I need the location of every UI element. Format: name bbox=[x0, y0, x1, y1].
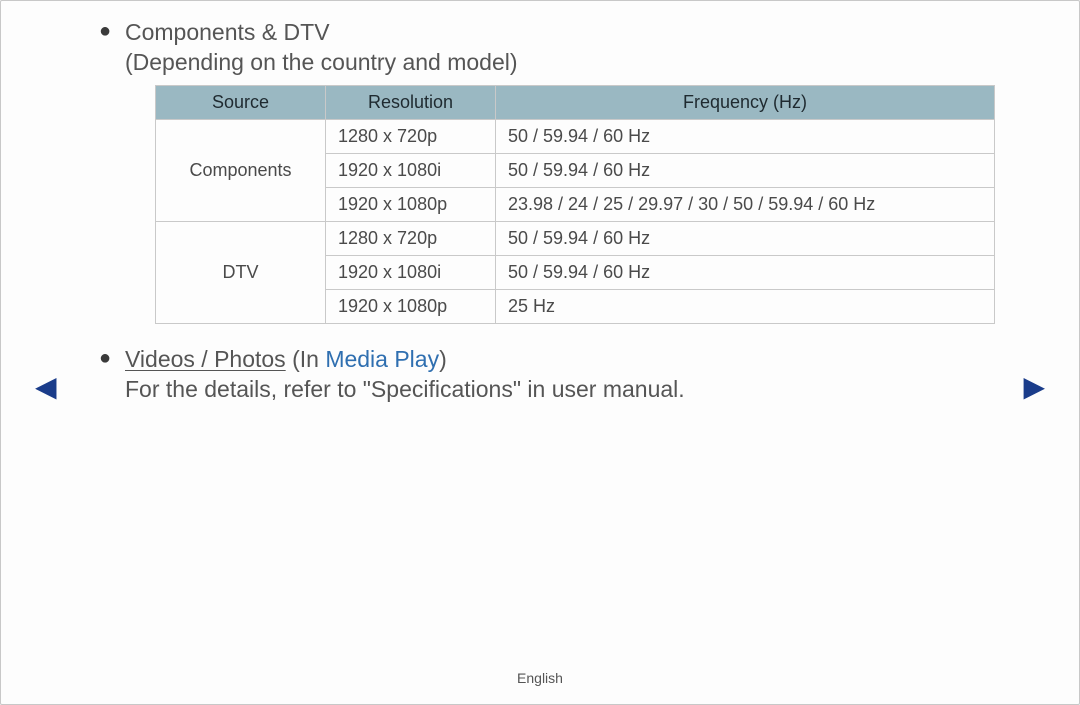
cell-frequency: 50 / 59.94 / 60 Hz bbox=[496, 222, 995, 256]
prev-page-arrow[interactable]: ◀ bbox=[35, 373, 57, 401]
bullet-subtitle: (Depending on the country and model) bbox=[125, 47, 518, 77]
table-row: DTV 1280 x 720p 50 / 59.94 / 60 Hz bbox=[156, 222, 995, 256]
cell-resolution: 1280 x 720p bbox=[326, 222, 496, 256]
cell-resolution: 1280 x 720p bbox=[326, 120, 496, 154]
spec-table-wrap: Source Resolution Frequency (Hz) Compone… bbox=[155, 85, 989, 324]
footer-language: English bbox=[1, 670, 1079, 686]
cell-frequency: 25 Hz bbox=[496, 290, 995, 324]
manual-page: ● Components & DTV (Depending on the cou… bbox=[0, 0, 1080, 705]
chevron-left-icon: ◀ bbox=[35, 371, 57, 402]
cell-resolution: 1920 x 1080p bbox=[326, 290, 496, 324]
bullet-text: Components & DTV (Depending on the count… bbox=[125, 17, 518, 77]
cell-frequency: 50 / 59.94 / 60 Hz bbox=[496, 256, 995, 290]
cell-resolution: 1920 x 1080p bbox=[326, 188, 496, 222]
cell-source: Components bbox=[156, 120, 326, 222]
col-header-frequency: Frequency (Hz) bbox=[496, 86, 995, 120]
bullet-detail: For the details, refer to "Specification… bbox=[125, 374, 685, 404]
bullet-dot-icon: ● bbox=[91, 17, 125, 45]
col-header-resolution: Resolution bbox=[326, 86, 496, 120]
bullet-components-dtv: ● Components & DTV (Depending on the cou… bbox=[91, 17, 989, 77]
bullet-text: Videos / Photos (In Media Play) For the … bbox=[125, 344, 685, 404]
title-rest-post: ) bbox=[439, 346, 447, 372]
videos-photos-label: Videos / Photos bbox=[125, 346, 286, 372]
next-page-arrow[interactable]: ▶ bbox=[1023, 373, 1045, 401]
bullet-dot-icon: ● bbox=[91, 344, 125, 372]
cell-resolution: 1920 x 1080i bbox=[326, 154, 496, 188]
chevron-right-icon: ▶ bbox=[1023, 371, 1045, 402]
media-play-link[interactable]: Media Play bbox=[325, 346, 439, 372]
spec-table: Source Resolution Frequency (Hz) Compone… bbox=[155, 85, 995, 324]
table-header-row: Source Resolution Frequency (Hz) bbox=[156, 86, 995, 120]
cell-frequency: 50 / 59.94 / 60 Hz bbox=[496, 120, 995, 154]
cell-frequency: 23.98 / 24 / 25 / 29.97 / 30 / 50 / 59.9… bbox=[496, 188, 995, 222]
title-rest-pre: (In bbox=[286, 346, 326, 372]
cell-source: DTV bbox=[156, 222, 326, 324]
cell-frequency: 50 / 59.94 / 60 Hz bbox=[496, 154, 995, 188]
col-header-source: Source bbox=[156, 86, 326, 120]
table-row: Components 1280 x 720p 50 / 59.94 / 60 H… bbox=[156, 120, 995, 154]
cell-resolution: 1920 x 1080i bbox=[326, 256, 496, 290]
bullet-title: Components & DTV bbox=[125, 17, 518, 47]
bullet-title-line: Videos / Photos (In Media Play) bbox=[125, 344, 685, 374]
content-area: ● Components & DTV (Depending on the cou… bbox=[1, 1, 1079, 404]
bullet-videos-photos: ● Videos / Photos (In Media Play) For th… bbox=[91, 344, 989, 404]
